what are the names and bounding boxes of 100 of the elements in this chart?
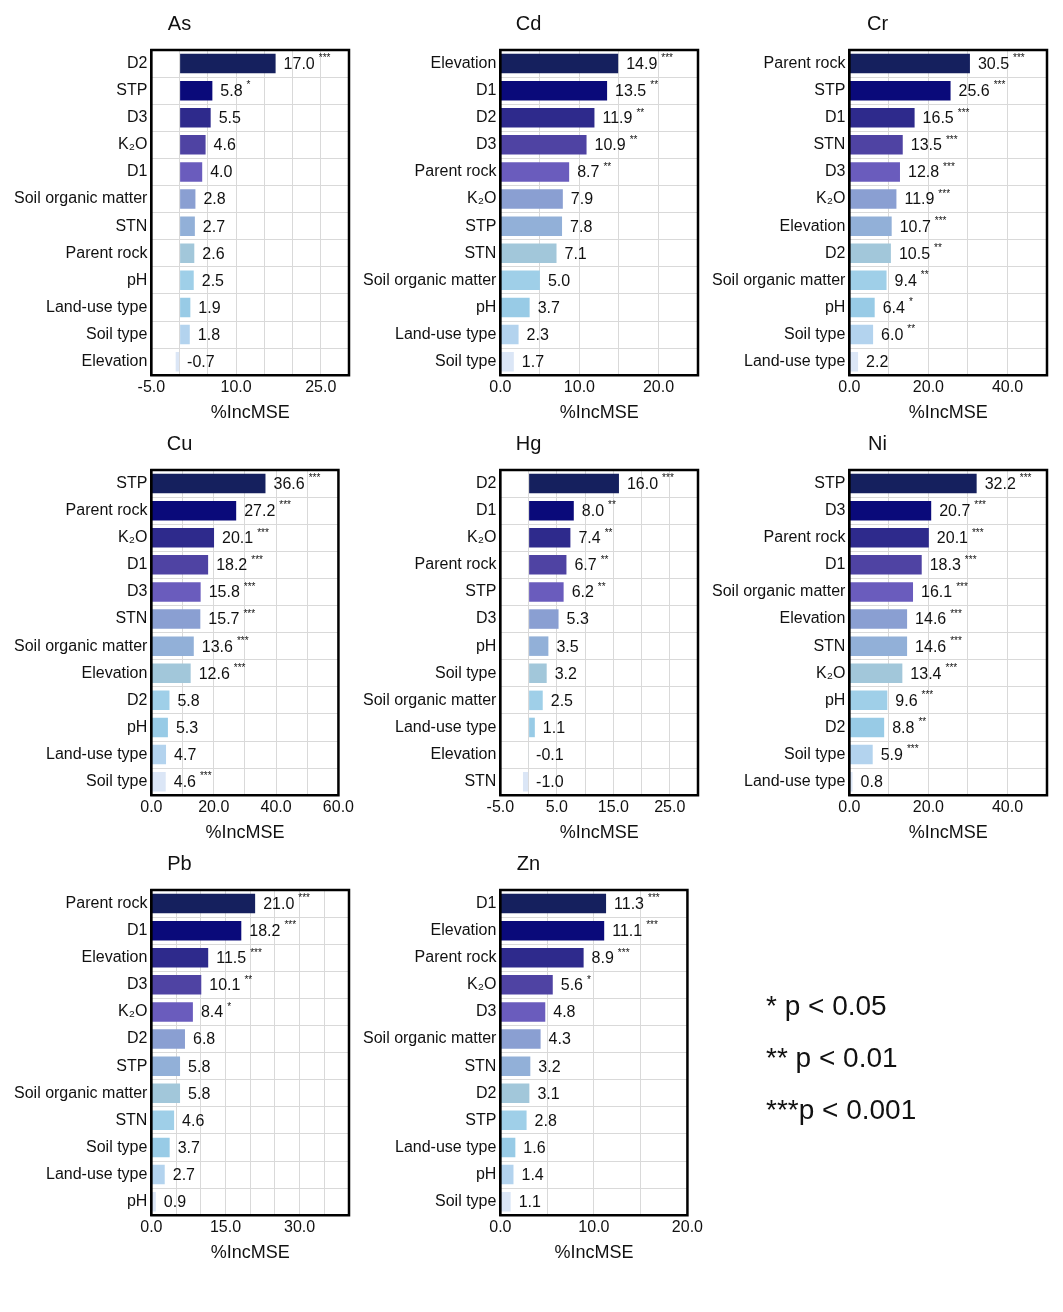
y-tick-label: Soil type <box>435 663 497 681</box>
y-tick-label: STN <box>464 772 497 790</box>
data-label: 5.8 <box>188 1057 211 1075</box>
bar <box>849 609 908 629</box>
text: ** p < 0.01 <box>766 1041 899 1075</box>
y-tick-label: Land-use type <box>743 352 846 370</box>
data-label: 14.6 *** <box>915 607 963 628</box>
y-tick-label: D1 <box>126 555 148 573</box>
data-label: -1.0 <box>536 773 564 791</box>
bar <box>529 555 567 575</box>
y-tick-label: STP <box>465 582 497 600</box>
y-tick-label: Soil type <box>784 324 846 342</box>
bar <box>180 216 195 236</box>
y-tick-label: D2 <box>824 243 846 261</box>
data-label: 1.6 <box>523 1138 546 1156</box>
data-label: 32.2 *** <box>984 472 1032 492</box>
x-tick-label: 0.0 <box>838 378 861 396</box>
bar <box>849 53 970 74</box>
y-tick-label: K₂O <box>816 189 846 207</box>
data-label: 16.0 *** <box>626 472 674 492</box>
data-label: 2.7 <box>202 217 226 235</box>
y-tick-label: pH <box>126 1192 148 1210</box>
bar <box>151 555 209 575</box>
bar <box>849 216 892 236</box>
data-label: 11.5 *** <box>216 946 262 967</box>
data-label: 13.6 *** <box>201 634 249 655</box>
bar <box>500 1056 531 1076</box>
data-label: 7.8 <box>570 217 593 235</box>
y-tick-label: K₂O <box>118 135 148 153</box>
x-tick-label: 10.0 <box>220 378 252 396</box>
y-tick-label: D3 <box>475 1002 497 1020</box>
chart-title: Hg <box>515 431 542 454</box>
y-tick-label: K₂O <box>118 528 148 546</box>
bar <box>849 500 932 521</box>
x-tick-label: 30.0 <box>284 1218 316 1236</box>
bar <box>151 947 209 968</box>
x-tick-label: -5.0 <box>486 798 515 816</box>
data-label: 12.6 *** <box>198 662 246 682</box>
data-label: 6.7 ** <box>574 553 609 574</box>
y-tick-label: D1 <box>475 893 497 911</box>
y-tick-label: Soil organic matter <box>712 582 847 600</box>
x-tick-label: 40.0 <box>991 378 1024 396</box>
bar <box>849 663 903 684</box>
data-label: 4.6 <box>182 1111 205 1129</box>
y-tick-label: K₂O <box>816 663 846 681</box>
y-tick-label: D3 <box>824 501 846 519</box>
y-tick-label: pH <box>824 690 846 708</box>
y-tick-label: STP <box>116 1056 148 1074</box>
data-label: 4.6 <box>213 136 236 154</box>
data-label: 3.2 <box>538 1057 561 1075</box>
text: * p < 0.05 <box>766 989 888 1023</box>
y-tick-label: Soil type <box>86 772 148 790</box>
text: ***p < 0.001 <box>766 1093 918 1127</box>
bar <box>500 324 519 345</box>
bar <box>500 1002 546 1022</box>
bar <box>522 771 529 792</box>
bar <box>529 690 543 711</box>
y-tick-label: STP <box>116 81 148 99</box>
y-tick-label: Land-use type <box>45 297 148 315</box>
data-label: 13.4 *** <box>910 662 958 682</box>
bar <box>849 243 891 264</box>
data-label: 4.7 <box>174 745 197 763</box>
data-label: 4.3 <box>548 1030 571 1048</box>
x-tick-label: 60.0 <box>322 798 355 816</box>
data-label: 11.3 *** <box>614 892 660 912</box>
y-tick-label: pH <box>475 297 497 315</box>
y-tick-label: Parent rock <box>414 948 498 966</box>
y-tick-label: D1 <box>126 921 148 939</box>
x-tick-label: 20.0 <box>671 1218 704 1236</box>
y-tick-label: D2 <box>475 108 497 126</box>
y-tick-label: Soil organic matter <box>712 270 847 288</box>
bar <box>500 53 619 74</box>
data-label: 16.1 *** <box>921 580 968 601</box>
chart-title: As <box>167 11 192 34</box>
y-tick-label: pH <box>824 297 846 315</box>
data-label: 2.2 <box>866 353 889 371</box>
chart-title: Pb <box>167 851 192 874</box>
data-label: 9.4 ** <box>894 269 929 289</box>
y-tick-label: STP <box>465 216 497 234</box>
bar <box>849 555 922 575</box>
data-label: 4.6 *** <box>173 770 212 791</box>
y-tick-label: D3 <box>126 975 148 993</box>
y-tick-label: Soil type <box>435 352 497 370</box>
y-tick-label: D1 <box>824 555 846 573</box>
bar <box>500 975 553 995</box>
y-tick-label: D2 <box>126 1029 148 1047</box>
data-label: 11.9 ** <box>602 106 645 127</box>
data-label: 15.7 *** <box>208 607 256 628</box>
y-tick-label: D1 <box>824 108 846 126</box>
bar <box>849 690 888 711</box>
data-label: 5.8 <box>188 1084 211 1102</box>
data-label: 20.1 *** <box>222 526 269 547</box>
y-tick-label: D2 <box>475 473 497 491</box>
data-label: 0.8 <box>860 773 883 791</box>
bar <box>500 107 595 128</box>
y-tick-label: Soil organic matter <box>14 636 149 654</box>
data-label: 11.1 *** <box>612 919 658 940</box>
y-tick-label: K₂O <box>467 528 497 546</box>
data-label: 12.8 *** <box>907 160 955 181</box>
x-tick-label: 20.0 <box>912 798 945 816</box>
